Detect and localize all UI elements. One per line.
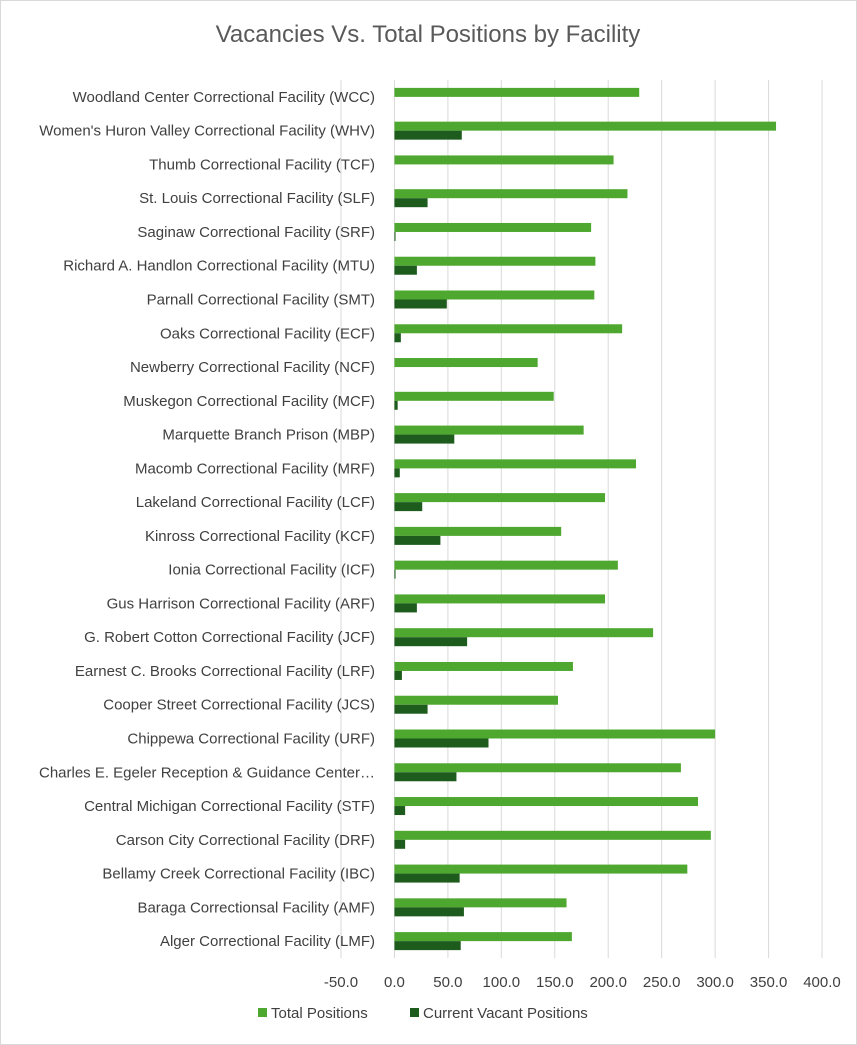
bar-total-positions — [394, 695, 558, 705]
bar-current-vacant-positions — [394, 704, 428, 714]
category-label: Alger Correctional Facility (LMF) — [160, 933, 375, 950]
x-tick-label: -50.0 — [324, 974, 358, 991]
bar-total-positions — [394, 661, 573, 671]
legend-label-current-vacant-positions: Current Vacant Positions — [423, 1005, 588, 1022]
category-label: Ionia Correctional Facility (ICF) — [168, 562, 375, 579]
legend-swatch-current-vacant-positions — [410, 1008, 419, 1017]
category-label: Earnest C. Brooks Correctional Facility … — [75, 663, 375, 680]
category-label: Bellamy Creek Correctional Facility (IBC… — [102, 866, 375, 883]
category-label: Kinross Correctional Facility (KCF) — [145, 528, 375, 545]
bar-total-positions — [394, 324, 623, 334]
category-label: Lakeland Correctional Facility (LCF) — [136, 494, 375, 511]
category-labels: Woodland Center Correctional Facility (W… — [39, 89, 375, 950]
x-axis-tick-labels: -50.0 0.0 50.0 100.0 150.0 200.0 250.0 300.0 350… — [324, 974, 841, 991]
bar-total-positions — [394, 932, 572, 942]
category-label: Carson City Correctional Facility (DRF) — [116, 832, 375, 849]
bar-total-positions — [394, 358, 538, 368]
bar-current-vacant-positions — [394, 772, 457, 782]
x-tick-label: 100.0 — [483, 974, 521, 991]
bar-current-vacant-positions — [394, 603, 417, 613]
bar-total-positions — [394, 729, 716, 739]
bar-total-positions — [394, 290, 595, 300]
category-label: Thumb Correctional Facility (TCF) — [149, 156, 375, 173]
chart-title: Vacancies Vs. Total Positions by Facilit… — [216, 21, 641, 48]
category-label: Chippewa Correctional Facility (URF) — [127, 731, 375, 748]
bar-current-vacant-positions — [394, 434, 455, 444]
bar-total-positions — [394, 763, 681, 773]
bar-total-positions — [394, 222, 592, 232]
category-label: Oaks Correctional Facility (ECF) — [160, 325, 375, 342]
x-tick-label: 0.0 — [384, 974, 405, 991]
bar-total-positions — [394, 459, 637, 469]
bar-total-positions — [394, 493, 606, 503]
bar-current-vacant-positions — [394, 806, 406, 816]
bar-total-positions — [394, 87, 640, 97]
category-label: Muskegon Correctional Facility (MCF) — [123, 393, 375, 410]
bar-total-positions — [394, 155, 614, 165]
bar-total-positions — [394, 256, 596, 266]
bar-current-vacant-positions — [394, 400, 398, 410]
category-label: Gus Harrison Correctional Facility (ARF) — [107, 595, 375, 612]
bar-current-vacant-positions — [394, 198, 428, 208]
category-label: Cooper Street Correctional Facility (JCS… — [103, 697, 375, 714]
category-label: Richard A. Handlon Correctional Facility… — [63, 258, 375, 275]
x-tick-label: 400.0 — [803, 974, 841, 991]
bar-total-positions — [394, 526, 562, 536]
bars — [394, 87, 777, 951]
bar-current-vacant-positions — [394, 907, 464, 917]
bar-current-vacant-positions — [394, 265, 417, 275]
legend-swatch-total-positions — [258, 1008, 267, 1017]
bar-current-vacant-positions — [394, 299, 447, 309]
bar-current-vacant-positions — [394, 502, 423, 512]
bar-total-positions — [394, 189, 628, 199]
bar-total-positions — [394, 864, 688, 874]
category-label: G. Robert Cotton Correctional Facility (… — [84, 629, 375, 646]
bar-total-positions — [394, 391, 554, 401]
bar-total-positions — [394, 121, 777, 131]
bar-current-vacant-positions — [394, 839, 406, 849]
bar-current-vacant-positions — [394, 637, 468, 647]
bar-current-vacant-positions — [394, 569, 396, 579]
bar-current-vacant-positions — [394, 130, 462, 140]
bar-total-positions — [394, 594, 606, 604]
bar-current-vacant-positions — [394, 670, 402, 680]
bar-total-positions — [394, 797, 699, 807]
category-label: Saginaw Correctional Facility (SRF) — [137, 224, 375, 241]
bar-current-vacant-positions — [394, 738, 489, 748]
bar-current-vacant-positions — [394, 333, 401, 343]
category-label: Central Michigan Correctional Facility (… — [84, 798, 375, 815]
x-tick-label: 300.0 — [696, 974, 734, 991]
x-tick-label: 150.0 — [536, 974, 574, 991]
bar-total-positions — [394, 425, 584, 435]
category-label: St. Louis Correctional Facility (SLF) — [139, 190, 375, 207]
category-label: Woodland Center Correctional Facility (W… — [73, 89, 375, 106]
x-tick-label: 200.0 — [589, 974, 627, 991]
bar-current-vacant-positions — [394, 231, 396, 241]
bar-total-positions — [394, 628, 654, 638]
legend: Total Positions Current Vacant Positions — [258, 1005, 588, 1022]
category-label: Charles E. Egeler Reception & Guidance C… — [39, 764, 375, 781]
bar-total-positions — [394, 560, 618, 570]
bar-current-vacant-positions — [394, 873, 460, 883]
bar-current-vacant-positions — [394, 941, 461, 951]
category-label: Marquette Branch Prison (MBP) — [162, 427, 375, 444]
bar-total-positions — [394, 898, 567, 908]
x-tick-label: 250.0 — [643, 974, 681, 991]
bar-current-vacant-positions — [394, 468, 400, 478]
gridlines — [340, 80, 823, 958]
category-label: Baraga Correctionsal Facility (AMF) — [137, 899, 375, 916]
x-tick-label: 350.0 — [750, 974, 788, 991]
bar-total-positions — [394, 830, 711, 840]
category-label: Newberry Correctional Facility (NCF) — [130, 359, 375, 376]
category-label: Macomb Correctional Facility (MRF) — [135, 460, 375, 477]
category-label: Parnall Correctional Facility (SMT) — [147, 292, 375, 309]
x-tick-label: 50.0 — [433, 974, 462, 991]
category-label: Women's Huron Valley Correctional Facili… — [39, 123, 375, 140]
bar-current-vacant-positions — [394, 535, 441, 545]
legend-label-total-positions: Total Positions — [271, 1005, 368, 1022]
